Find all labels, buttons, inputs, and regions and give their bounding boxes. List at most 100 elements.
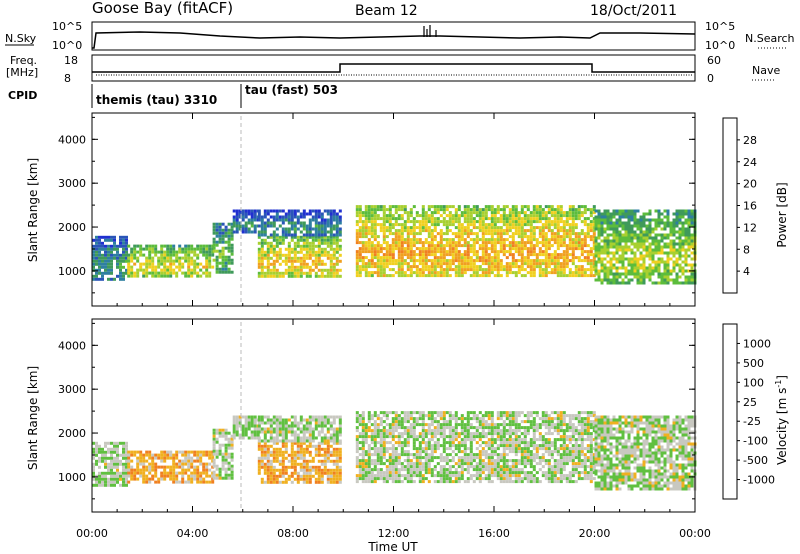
power-echo-cell bbox=[690, 209, 694, 213]
vel-echo-cell bbox=[460, 429, 464, 433]
power-echo-cell bbox=[442, 208, 446, 212]
power-echo-cell bbox=[284, 271, 288, 275]
vel-echo-cell bbox=[250, 424, 254, 428]
power-echo-cell bbox=[98, 235, 101, 239]
vel-echo-cell bbox=[187, 474, 191, 478]
vel-echo-cell bbox=[338, 465, 342, 469]
power-echo-cell bbox=[406, 244, 410, 248]
power-echo-cell bbox=[278, 250, 282, 254]
power-echo-cell bbox=[442, 223, 446, 227]
power-echo-cell bbox=[547, 256, 551, 260]
power-echo-cell bbox=[445, 208, 449, 212]
vel-echo-cell bbox=[391, 450, 395, 454]
power-echo-cell bbox=[535, 256, 539, 260]
power-echo-cell bbox=[469, 229, 473, 233]
power-echo-cell bbox=[358, 208, 362, 212]
power-echo-cell bbox=[436, 211, 440, 215]
power-echo-cell bbox=[571, 211, 575, 215]
power-echo-cell bbox=[505, 271, 509, 275]
power-echo-cell bbox=[95, 274, 98, 278]
vel-echo-cell bbox=[460, 432, 464, 436]
power-echo-cell bbox=[466, 214, 470, 218]
power-echo-cell bbox=[600, 218, 604, 222]
power-echo-cell bbox=[469, 238, 473, 242]
vel-echo-cell bbox=[433, 441, 437, 445]
power-echo-cell bbox=[376, 208, 380, 212]
power-echo-cell bbox=[199, 244, 203, 248]
power-echo-cell bbox=[293, 224, 297, 228]
power-echo-cell bbox=[187, 274, 191, 278]
power-echo-cell bbox=[472, 211, 476, 215]
power-echo-cell bbox=[621, 272, 625, 276]
power-echo-cell bbox=[190, 271, 194, 275]
power-echo-cell bbox=[523, 268, 527, 272]
power-echo-cell bbox=[98, 241, 101, 245]
power-echo-cell bbox=[421, 241, 425, 245]
nsky-tick-high: 10^5 bbox=[52, 20, 82, 33]
vel-echo-cell bbox=[305, 444, 309, 448]
vel-echo-cell bbox=[284, 427, 288, 431]
vel-echo-cell bbox=[110, 477, 113, 481]
vel-echo-cell bbox=[460, 420, 464, 424]
power-echo-cell bbox=[544, 262, 548, 266]
power-echo-cell bbox=[266, 241, 270, 245]
power-echo-cell bbox=[382, 238, 386, 242]
power-echo-cell bbox=[484, 211, 488, 215]
vel-echo-cell bbox=[215, 455, 219, 459]
vel-echo-cell bbox=[361, 447, 365, 451]
power-echo-cell bbox=[592, 211, 596, 215]
power-echo-cell bbox=[427, 229, 431, 233]
power-echo-cell bbox=[639, 230, 643, 234]
power-echo-cell bbox=[388, 214, 392, 218]
power-colorbar-tick-label: 12 bbox=[743, 221, 757, 234]
power-echo-cell bbox=[232, 221, 236, 225]
power-echo-cell bbox=[151, 259, 155, 263]
power-echo-cell bbox=[218, 249, 222, 253]
power-echo-cell bbox=[400, 247, 404, 251]
power-echo-cell bbox=[311, 233, 315, 237]
power-echo-cell bbox=[538, 214, 542, 218]
power-echo-cell bbox=[451, 268, 455, 272]
vel-echo-cell bbox=[227, 467, 231, 471]
power-echo-cell bbox=[266, 256, 270, 260]
vel-echo-cell bbox=[275, 456, 279, 460]
power-echo-cell bbox=[562, 241, 566, 245]
power-echo-cell bbox=[589, 211, 593, 215]
power-echo-cell bbox=[454, 256, 458, 260]
power-echo-cell bbox=[594, 251, 598, 255]
power-echo-cell bbox=[481, 232, 485, 236]
vel-echo-cell bbox=[457, 471, 461, 475]
power-echo-cell bbox=[187, 268, 191, 272]
power-echo-cell bbox=[541, 226, 545, 230]
power-echo-cell bbox=[553, 217, 557, 221]
power-echo-cell bbox=[427, 220, 431, 224]
vel-echo-cell bbox=[311, 444, 315, 448]
power-echo-cell bbox=[675, 212, 679, 216]
power-echo-cell bbox=[364, 262, 368, 266]
vel-echo-cell bbox=[308, 439, 312, 443]
vel-echo-cell bbox=[269, 453, 273, 457]
power-echo-cell bbox=[559, 253, 563, 257]
vel-echo-cell bbox=[382, 444, 386, 448]
power-echo-cell bbox=[335, 224, 339, 228]
power-echo-cell bbox=[684, 209, 688, 213]
vel-echo-cell bbox=[302, 459, 306, 463]
power-echo-cell bbox=[556, 265, 560, 269]
power-echo-cell bbox=[618, 218, 622, 222]
power-echo-cell bbox=[627, 227, 631, 231]
vel-echo-cell bbox=[178, 459, 182, 463]
power-echo-cell bbox=[457, 268, 461, 272]
vel-echo-cell bbox=[157, 465, 161, 469]
power-echo-cell bbox=[160, 256, 164, 260]
vel-echo-cell bbox=[412, 444, 416, 448]
power-echo-cell bbox=[212, 243, 216, 247]
power-echo-cell bbox=[448, 259, 452, 263]
vel-echo-cell bbox=[181, 459, 185, 463]
power-echo-cell bbox=[415, 241, 419, 245]
power-echo-cell bbox=[421, 265, 425, 269]
vel-echo-cell bbox=[406, 441, 410, 445]
vel-echo-cell bbox=[320, 477, 324, 481]
vel-echo-cell bbox=[208, 453, 212, 457]
vel-echo-cell bbox=[260, 427, 264, 431]
power-echo-cell bbox=[451, 250, 455, 254]
